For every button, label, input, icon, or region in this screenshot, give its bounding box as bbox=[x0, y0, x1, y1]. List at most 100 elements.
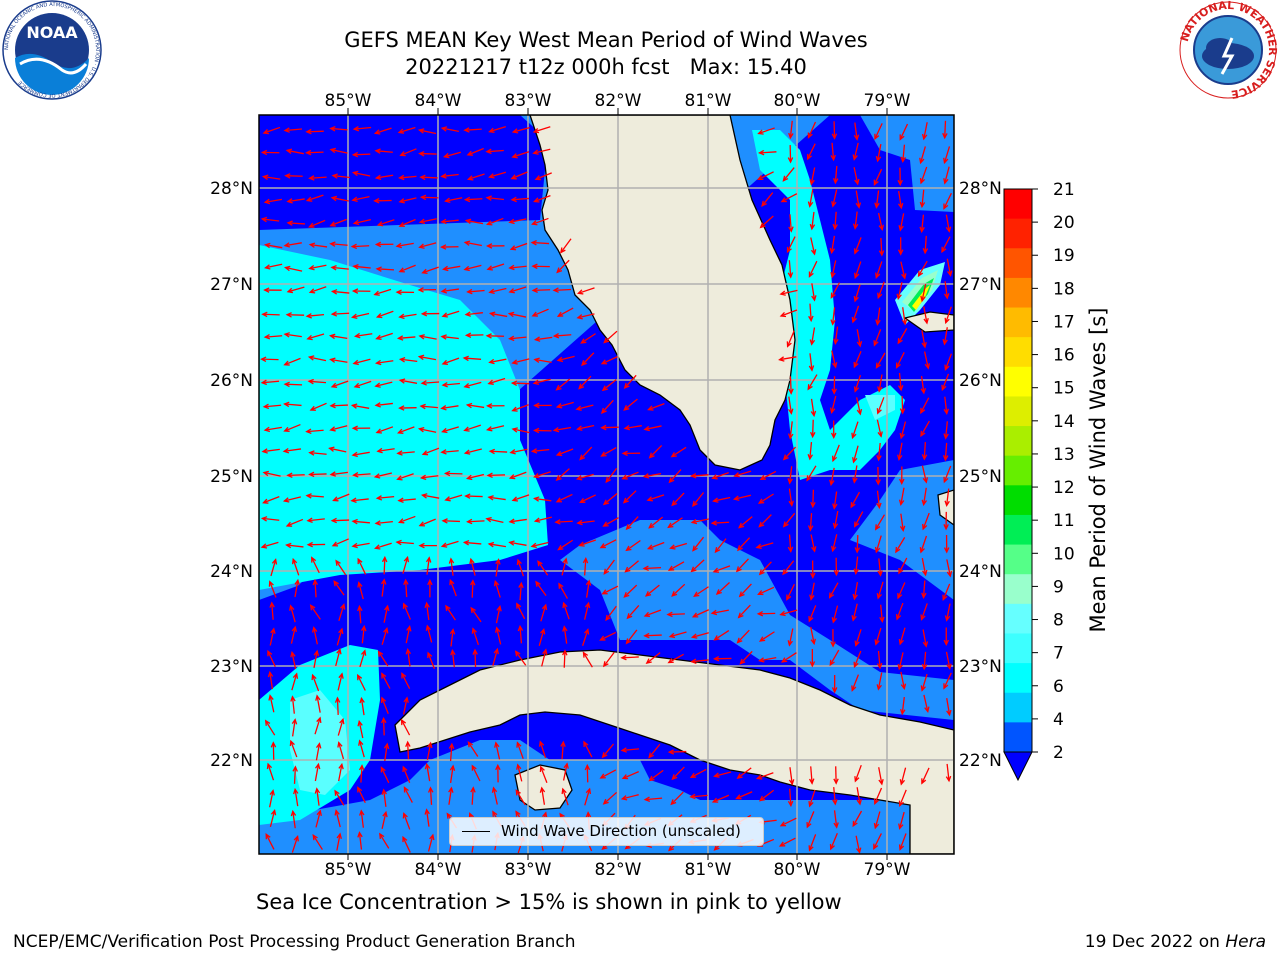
lat-label-left: 22°N bbox=[210, 751, 253, 771]
wind-wave-arrow bbox=[538, 740, 547, 759]
wind-wave-arrow bbox=[689, 768, 707, 778]
wind-wave-arrow bbox=[352, 125, 372, 132]
wind-wave-arrow bbox=[715, 582, 730, 595]
wind-wave-arrow bbox=[395, 289, 415, 295]
wind-wave-arrow bbox=[264, 263, 283, 270]
wind-wave-arrow bbox=[466, 173, 485, 181]
wind-wave-arrow bbox=[442, 265, 461, 272]
wind-wave-arrow bbox=[648, 516, 664, 529]
wind-wave-arrow bbox=[261, 448, 280, 454]
wind-wave-arrow bbox=[351, 425, 371, 431]
wind-wave-arrow bbox=[873, 329, 882, 347]
lon-label-bottom: 79°W bbox=[864, 860, 911, 880]
wind-wave-arrow bbox=[398, 264, 416, 273]
wind-wave-arrow bbox=[399, 148, 417, 157]
wind-wave-arrow bbox=[782, 512, 796, 528]
wind-wave-arrow bbox=[555, 493, 573, 503]
wind-wave-arrow bbox=[425, 556, 432, 575]
wind-wave-arrow bbox=[582, 628, 590, 646]
wind-wave-arrow bbox=[485, 403, 505, 409]
wind-wave-arrow bbox=[305, 493, 324, 499]
wind-wave-arrow bbox=[315, 742, 322, 761]
wind-wave-arrow bbox=[810, 534, 817, 553]
wind-wave-arrow bbox=[876, 650, 883, 670]
wind-wave-arrow bbox=[463, 264, 482, 272]
wind-wave-arrow bbox=[560, 740, 566, 760]
wind-wave-arrow bbox=[260, 216, 280, 223]
wind-wave-arrow bbox=[419, 174, 438, 181]
wind-wave-arrow bbox=[921, 330, 927, 349]
wind-wave-arrow bbox=[899, 696, 906, 716]
wind-wave-arrow bbox=[788, 376, 794, 395]
colorbar-segment bbox=[1004, 574, 1032, 605]
wind-wave-arrow bbox=[397, 497, 416, 503]
wind-wave-arrow bbox=[856, 787, 862, 806]
footer-host: Hera bbox=[1225, 932, 1266, 952]
noaa-logo: NOAA NATIONAL OCEANIC AND ATMOSPHERIC AD… bbox=[2, 0, 102, 100]
lon-label-bottom: 80°W bbox=[774, 860, 821, 880]
wind-wave-arrow bbox=[516, 741, 524, 759]
wind-wave-arrow bbox=[856, 397, 863, 416]
colorbar-tick-label: 10 bbox=[1053, 544, 1075, 564]
wind-wave-arrow bbox=[531, 308, 549, 317]
wind-wave-arrow bbox=[494, 741, 501, 760]
wind-wave-arrow bbox=[268, 580, 277, 598]
wind-wave-arrow bbox=[943, 627, 950, 647]
wind-wave-arrow bbox=[602, 652, 615, 668]
wind-wave-arrow bbox=[942, 583, 951, 602]
wind-wave-arrow bbox=[808, 834, 817, 852]
wind-wave-arrow bbox=[620, 794, 639, 801]
wind-wave-arrow bbox=[850, 491, 861, 509]
colorbar-tick-label: 13 bbox=[1053, 445, 1075, 465]
wind-wave-arrow bbox=[464, 332, 484, 338]
wind-wave-arrow bbox=[833, 557, 840, 577]
wind-wave-arrow bbox=[761, 192, 774, 207]
wind-wave-arrow bbox=[351, 170, 371, 177]
wind-wave-arrow bbox=[782, 560, 795, 576]
wind-wave-arrow bbox=[807, 189, 814, 208]
wind-wave-arrow bbox=[809, 211, 816, 231]
wind-wave-arrow bbox=[403, 786, 413, 803]
wind-wave-arrow bbox=[876, 397, 885, 415]
wind-wave-arrow bbox=[488, 358, 507, 365]
wind-wave-arrow bbox=[402, 602, 411, 620]
wind-wave-arrow bbox=[403, 578, 409, 598]
wind-wave-arrow bbox=[875, 261, 883, 279]
wind-wave-arrow bbox=[831, 534, 838, 553]
wind-wave-arrow bbox=[642, 565, 662, 572]
wind-wave-arrow bbox=[831, 444, 840, 463]
wind-wave-arrow bbox=[531, 263, 550, 270]
wind-wave-arrow bbox=[713, 629, 730, 641]
wind-wave-arrow bbox=[757, 171, 774, 181]
wind-wave-arrow bbox=[516, 763, 523, 782]
wind-wave-arrow bbox=[334, 789, 345, 806]
wind-wave-direction-arrows bbox=[260, 120, 953, 854]
wind-wave-arrow bbox=[533, 402, 552, 409]
wind-wave-arrow bbox=[418, 334, 437, 340]
lat-label-left: 23°N bbox=[210, 657, 253, 677]
wind-wave-arrow bbox=[692, 492, 705, 507]
wind-wave-arrow bbox=[786, 236, 796, 254]
wind-wave-arrow bbox=[580, 333, 596, 344]
wind-wave-arrow bbox=[308, 471, 327, 478]
wind-wave-arrow bbox=[357, 581, 364, 600]
wind-wave-arrow bbox=[418, 242, 437, 249]
colorbar-tick-label: 20 bbox=[1053, 213, 1075, 233]
wind-wave-arrow bbox=[495, 604, 502, 624]
wind-wave-arrow bbox=[759, 215, 774, 229]
wind-wave-arrow bbox=[807, 513, 814, 532]
wind-wave-arrow bbox=[330, 311, 350, 317]
wind-wave-arrow bbox=[448, 742, 455, 762]
colorbar-segment bbox=[1004, 633, 1032, 664]
colorbar-tick-label: 9 bbox=[1053, 577, 1064, 597]
lon-label-top: 79°W bbox=[864, 91, 911, 111]
colorbar-segment bbox=[1004, 189, 1032, 220]
wind-wave-arrow bbox=[562, 762, 569, 781]
wind-wave-arrow bbox=[270, 558, 278, 577]
wind-wave-arrow bbox=[329, 471, 348, 477]
colorbar-segment bbox=[1004, 544, 1032, 575]
wind-wave-arrow bbox=[330, 289, 350, 295]
wind-wave-arrow bbox=[943, 465, 952, 484]
lat-label-right: 22°N bbox=[959, 751, 1002, 771]
wind-wave-arrow bbox=[445, 604, 456, 621]
